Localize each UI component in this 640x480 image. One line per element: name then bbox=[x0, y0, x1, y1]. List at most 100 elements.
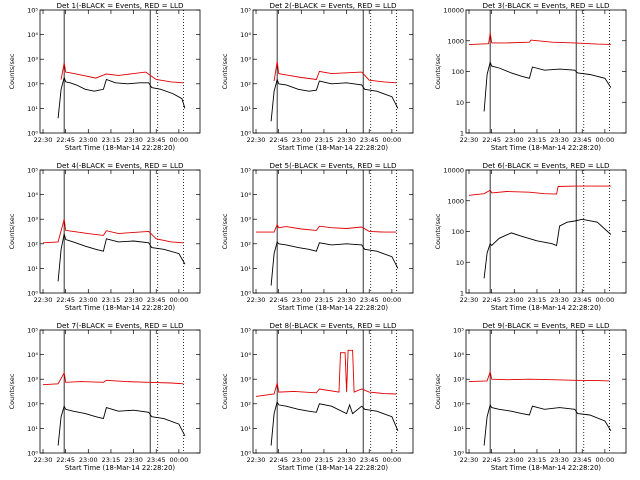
series-line-events bbox=[483, 60, 612, 112]
y-tick-label: 10000 bbox=[443, 167, 464, 175]
chart-panel-3: Det 3(-BLACK = Events, RED = LLD 1 10 100 10… bbox=[434, 1, 627, 152]
y-tick-label: 10² bbox=[240, 400, 251, 408]
series-line-events bbox=[270, 240, 399, 286]
x-tick-label: 23:45 bbox=[147, 136, 166, 144]
y-axis-label: Counts/sec bbox=[221, 373, 229, 409]
x-tick-label: 23:00 bbox=[79, 136, 98, 144]
x-tick-label: 00:00 bbox=[596, 456, 615, 464]
x-tick-label: 23:15 bbox=[315, 136, 334, 144]
x-tick-label: 22:45 bbox=[482, 296, 501, 304]
x-axis-label: Start Time (18-Mar-14 22:28:20) bbox=[278, 304, 388, 312]
chart-panel-2: Det 2(-BLACK = Events, RED = LLD 10⁰ 10¹ 10… bbox=[221, 1, 414, 152]
plot-frame bbox=[465, 329, 627, 454]
y-axis-label: Counts/sec bbox=[8, 53, 16, 89]
series-line-events bbox=[57, 233, 186, 282]
y-tick-label: 10³ bbox=[240, 376, 251, 384]
x-tick-label: 23:30 bbox=[337, 136, 356, 144]
chart-title: Det 6(-BLACK = Events, RED = LLD bbox=[482, 161, 610, 170]
y-axis-label: Counts/sec bbox=[221, 53, 229, 89]
y-axis-label: Counts/sec bbox=[434, 373, 442, 409]
x-tick-label: 22:45 bbox=[56, 456, 75, 464]
y-tick-label: 10⁵ bbox=[240, 327, 251, 335]
y-tick-label: 10¹ bbox=[27, 105, 38, 113]
series-line-lld bbox=[468, 185, 611, 196]
series-line-lld bbox=[42, 371, 184, 386]
x-tick-label: 23:00 bbox=[79, 456, 98, 464]
x-tick-label: 00:00 bbox=[596, 296, 615, 304]
x-tick-label: 23:45 bbox=[360, 136, 379, 144]
x-tick-label: 00:00 bbox=[383, 296, 402, 304]
y-tick-label: 10³ bbox=[27, 216, 38, 224]
x-tick-label: 23:00 bbox=[292, 456, 311, 464]
series-line-lld bbox=[256, 223, 397, 233]
y-tick-label: 1 bbox=[460, 290, 464, 298]
series-line-lld bbox=[273, 61, 397, 84]
chart-panel-1: Det 1(-BLACK = Events, RED = LLD 10⁰ 10¹ 10… bbox=[8, 1, 201, 152]
x-tick-label: 22:30 bbox=[247, 296, 266, 304]
y-tick-label: 10¹ bbox=[27, 425, 38, 433]
y-tick-label: 10² bbox=[27, 400, 38, 408]
x-tick-label: 22:30 bbox=[34, 296, 53, 304]
x-axis-label: Start Time (18-Mar-14 22:28:20) bbox=[278, 464, 388, 472]
x-tick-label: 23:45 bbox=[573, 456, 592, 464]
y-tick-label: 10⁵ bbox=[240, 7, 251, 15]
x-tick-label: 22:30 bbox=[247, 456, 266, 464]
y-tick-label: 10⁰ bbox=[27, 290, 38, 298]
y-tick-label: 10⁰ bbox=[240, 450, 251, 458]
x-tick-label: 23:30 bbox=[550, 456, 569, 464]
x-axis-label: Start Time (18-Mar-14 22:28:20) bbox=[491, 144, 601, 152]
x-tick-label: 23:00 bbox=[292, 136, 311, 144]
y-tick-label: 10⁴ bbox=[240, 31, 251, 39]
x-tick-label: 23:30 bbox=[124, 136, 143, 144]
y-tick-label: 100 bbox=[452, 228, 464, 236]
x-tick-label: 23:30 bbox=[337, 296, 356, 304]
x-tick-label: 00:00 bbox=[383, 136, 402, 144]
x-tick-label: 23:30 bbox=[550, 296, 569, 304]
y-tick-label: 1000 bbox=[447, 37, 464, 45]
y-tick-label: 10³ bbox=[27, 56, 38, 64]
plot-frame bbox=[39, 329, 201, 454]
series-line-events bbox=[483, 218, 612, 279]
y-tick-label: 10⁰ bbox=[240, 130, 251, 138]
y-axis-label: Counts/sec bbox=[221, 213, 229, 249]
series-line-lld bbox=[468, 370, 610, 383]
x-tick-label: 23:45 bbox=[573, 296, 592, 304]
x-tick-label: 22:45 bbox=[56, 136, 75, 144]
series-line-lld bbox=[255, 349, 397, 397]
y-tick-label: 10⁴ bbox=[27, 31, 38, 39]
x-tick-label: 22:45 bbox=[269, 456, 288, 464]
series-line-events bbox=[57, 404, 186, 446]
x-axis-label: Start Time (18-Mar-14 22:28:20) bbox=[491, 464, 601, 472]
chart-panel-9: Det 9(-BLACK = Events, RED = LLD 10⁰ 10¹ 10… bbox=[434, 321, 627, 472]
series-line-events bbox=[483, 403, 612, 446]
x-tick-label: 23:15 bbox=[102, 136, 121, 144]
y-axis-label: Counts/sec bbox=[8, 213, 16, 249]
chart-title: Det 9(-BLACK = Events, RED = LLD bbox=[482, 321, 610, 330]
x-tick-label: 22:45 bbox=[269, 296, 288, 304]
x-tick-label: 22:45 bbox=[56, 296, 75, 304]
series-line-events bbox=[57, 75, 186, 119]
x-tick-label: 23:15 bbox=[102, 296, 121, 304]
y-tick-label: 10 bbox=[456, 259, 464, 267]
series-line-lld bbox=[468, 32, 611, 46]
x-tick-label: 23:30 bbox=[550, 136, 569, 144]
x-tick-label: 00:00 bbox=[596, 136, 615, 144]
y-tick-label: 1 bbox=[460, 130, 464, 138]
x-tick-label: 23:45 bbox=[147, 296, 166, 304]
plot-frame bbox=[39, 9, 201, 134]
series-line-events bbox=[270, 77, 399, 122]
y-tick-label: 10⁰ bbox=[27, 130, 38, 138]
chart-title: Det 5(-BLACK = Events, RED = LLD bbox=[269, 161, 397, 170]
y-tick-label: 10² bbox=[240, 80, 251, 88]
x-tick-label: 22:45 bbox=[482, 456, 501, 464]
y-tick-label: 10² bbox=[27, 240, 38, 248]
x-tick-label: 22:30 bbox=[460, 296, 479, 304]
y-tick-label: 10⁵ bbox=[27, 327, 38, 335]
y-tick-label: 10³ bbox=[453, 376, 464, 384]
chart-panel-8: Det 8(-BLACK = Events, RED = LLD 10⁰ 10¹ 10… bbox=[221, 321, 414, 472]
x-tick-label: 23:00 bbox=[505, 296, 524, 304]
x-tick-label: 23:15 bbox=[102, 456, 121, 464]
x-tick-label: 23:15 bbox=[315, 296, 334, 304]
x-tick-label: 23:15 bbox=[528, 456, 547, 464]
